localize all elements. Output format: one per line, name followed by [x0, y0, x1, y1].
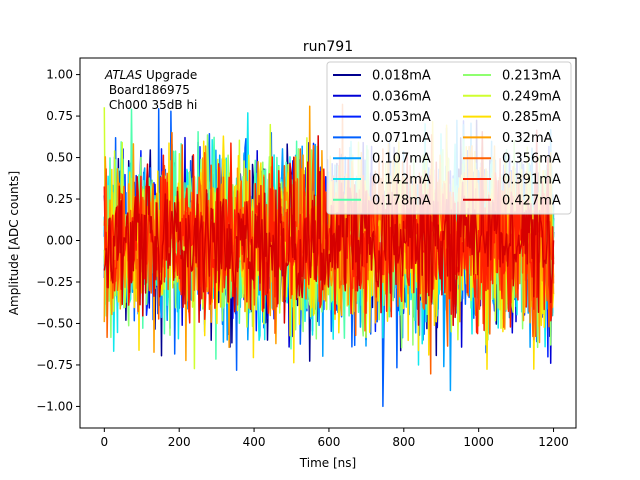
y-tick-label: 0.25 [46, 192, 73, 206]
legend-label: 0.356mA [502, 152, 561, 167]
x-tick-label: 200 [168, 435, 191, 449]
svg-text:ATLAS Upgrade: ATLAS Upgrade [104, 68, 197, 82]
legend-label: 0.036mA [372, 89, 431, 104]
legend-label: 0.053mA [372, 110, 431, 125]
x-tick-label: 400 [243, 435, 266, 449]
annotation: ATLAS Upgrade Board186975 Ch000 35dB hi [104, 68, 197, 112]
legend-label: 0.391mA [502, 173, 561, 188]
legend-label: 0.249mA [502, 89, 561, 104]
legend-label: 0.107mA [372, 152, 431, 167]
y-tick-label: 1.00 [46, 68, 73, 82]
x-tick-label: 1200 [538, 435, 569, 449]
y-axis-label: Amplitude [ADC counts] [7, 171, 21, 315]
y-tick-label: −1.00 [36, 399, 73, 413]
legend-frame [326, 61, 572, 215]
legend-label: 0.178mA [372, 193, 431, 208]
annotation-experiment: ATLAS [104, 68, 143, 82]
annotation-upgrade: Upgrade [142, 68, 197, 82]
annotation-board: Board186975 [105, 83, 190, 97]
legend-label: 0.427mA [502, 193, 561, 208]
y-tick-label: 0.75 [46, 109, 73, 123]
x-tick-label: 1000 [463, 435, 494, 449]
annotation-channel: Ch000 35dB hi [105, 98, 197, 112]
plot-frame [79, 57, 577, 429]
series-line [103, 142, 555, 335]
y-tick-label: −0.25 [36, 275, 73, 289]
legend-label: 0.018mA [372, 69, 431, 84]
legend-label: 0.071mA [372, 131, 431, 146]
tick-layer: 0 200 400 600 800 1000 1200 −1.00 −0.75 −0.50 −0.2… [36, 68, 569, 449]
y-tick-label: −0.50 [36, 316, 73, 330]
x-tick-label: 800 [392, 435, 415, 449]
y-tick-label: 0.50 [46, 151, 73, 165]
chart-title: run791 [303, 39, 353, 55]
legend-label: 0.142mA [372, 173, 431, 188]
legend: 0.018mA 0.036mA 0.053mA 0.071mA 0.107mA 0.142… [326, 61, 572, 215]
legend-label: 0.213mA [502, 69, 561, 84]
y-tick-label: 0.00 [46, 234, 73, 248]
legend-label: 0.32mA [502, 131, 553, 146]
series-line [103, 129, 555, 327]
legend-label: 0.285mA [502, 110, 561, 125]
y-tick-label: −0.75 [36, 358, 73, 372]
x-tick-label: 600 [317, 435, 340, 449]
x-tick-label: 0 [101, 435, 109, 449]
x-axis-label: Time [ns] [299, 456, 356, 470]
